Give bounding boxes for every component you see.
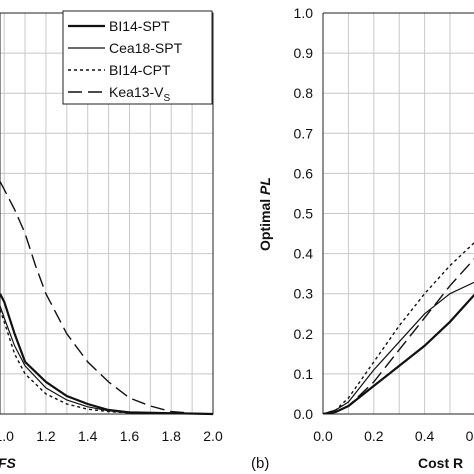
x-tick-label: 0.0 <box>313 428 333 444</box>
panel-b-grid <box>323 12 474 414</box>
series-line-bi14-spt <box>0 293 214 416</box>
y-tick-label: 0.5 <box>294 206 314 222</box>
legend: BI14-SPT Cea18-SPT BI14-CPT Kea13-VS <box>62 10 213 105</box>
series-line-bi14-cpt <box>323 241 474 414</box>
x-tick-label: 2.0 <box>203 428 223 444</box>
panel-label: (b) <box>251 455 269 472</box>
x-tick-label: 1.8 <box>162 428 182 444</box>
panel-a: 1.01.21.41.61.82.0FSBI14-SPTCea18-SPTBI1… <box>0 10 223 471</box>
y-tick-label: 0.8 <box>294 85 314 101</box>
panel-b-series <box>323 241 474 414</box>
y-tick-label: 0.9 <box>294 45 314 61</box>
x-tick-label: 1.4 <box>78 428 98 444</box>
legend-box <box>62 10 213 105</box>
y-tick-label: 0.7 <box>294 125 314 141</box>
series-line-kea13-v <box>323 258 474 414</box>
series-line-cea18-spt <box>0 305 214 415</box>
y-axis-label: Optimal PL <box>257 177 273 251</box>
series-line-bi14-cpt <box>0 309 214 415</box>
x-tick-label: 0.2 <box>364 428 384 444</box>
y-tick-label: 0.1 <box>294 366 314 382</box>
series-line-cea18-spt <box>323 281 474 414</box>
y-tick-label: 0.3 <box>294 286 314 302</box>
x-axis-label: FS <box>0 455 17 471</box>
legend-label: Kea13-VS <box>109 84 170 104</box>
x-tick-label: 0.4 <box>415 428 435 444</box>
legend-label: Cea18-SPT <box>109 40 183 56</box>
legend-label: BI14-CPT <box>109 62 171 78</box>
panel-b: 0.0 0.1 0.2 0.3 0.4 0.5 0.6 0.7 0.8 0.9 1.0 0.0 0.2 0… <box>251 5 474 472</box>
legend-label: BI14-SPT <box>109 18 170 34</box>
x-tick-label: 1.0 <box>0 428 14 444</box>
series-line-bi14-spt <box>323 293 474 414</box>
x-axis-label: Cost R <box>418 455 463 471</box>
y-tick-label: 1.0 <box>294 5 314 21</box>
x-tick-label: 0.6 <box>466 428 474 444</box>
y-tick-label: 0.4 <box>294 246 314 262</box>
y-tick-label: 0.6 <box>294 165 314 181</box>
y-tick-label: 0.2 <box>294 326 314 342</box>
y-tick-label: 0.0 <box>294 406 314 422</box>
x-tick-label: 1.6 <box>120 428 140 444</box>
series-line-kea13-v <box>0 181 214 415</box>
x-tick-label: 1.2 <box>36 428 56 444</box>
